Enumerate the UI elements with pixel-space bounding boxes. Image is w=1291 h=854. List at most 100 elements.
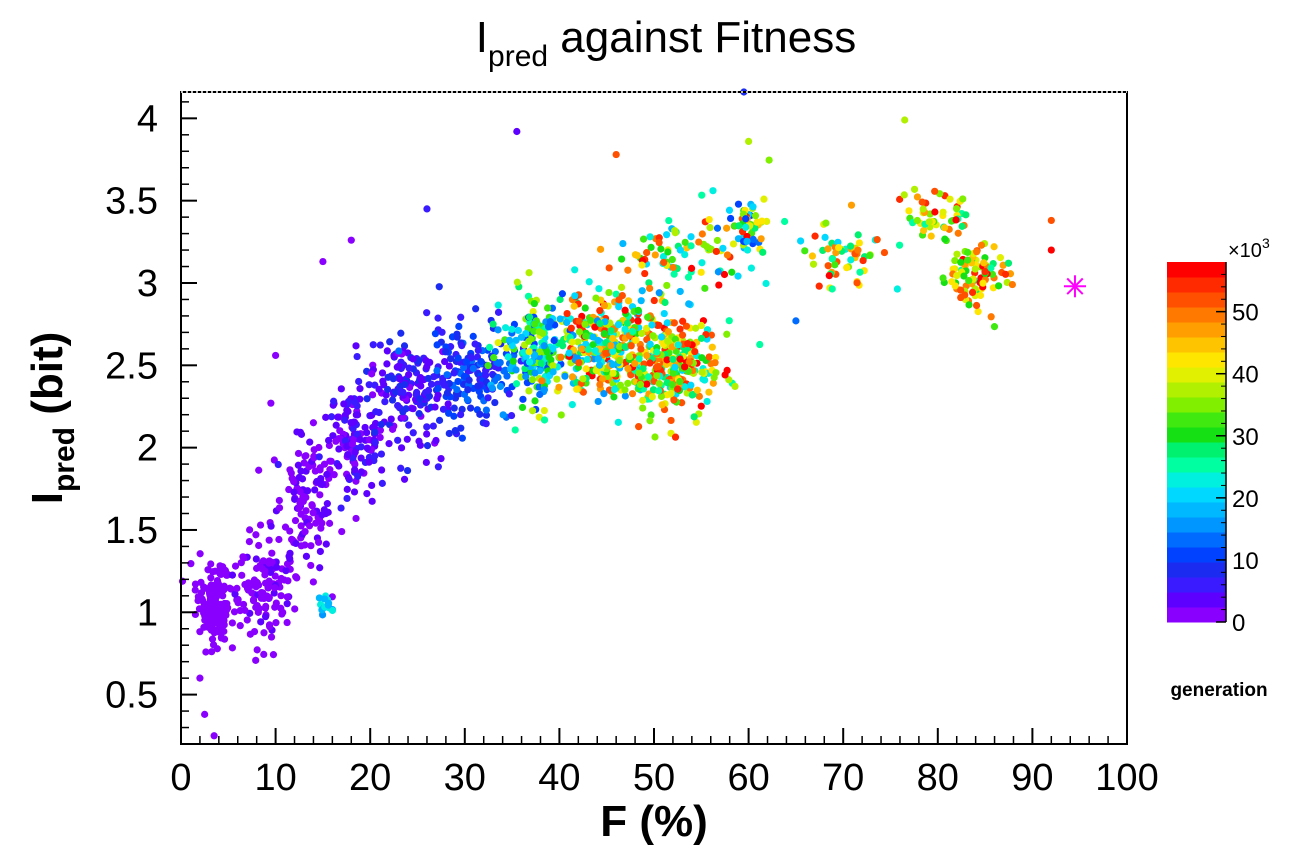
data-point	[455, 322, 463, 330]
colorbar-tick-label: 20	[1232, 486, 1259, 513]
data-point	[503, 344, 511, 352]
data-point	[257, 618, 265, 626]
data-point	[264, 584, 272, 592]
data-point	[513, 127, 521, 136]
data-point	[417, 382, 425, 390]
data-point	[326, 519, 334, 527]
data-point	[808, 252, 817, 260]
data-point	[340, 400, 348, 408]
data-point	[403, 466, 412, 475]
data-point	[386, 338, 394, 346]
data-point	[828, 285, 836, 293]
colorbar-band	[1167, 532, 1226, 548]
data-point	[745, 137, 753, 145]
data-point	[684, 339, 692, 348]
data-point	[731, 382, 739, 391]
data-point	[226, 584, 234, 592]
data-point	[854, 246, 862, 254]
data-point	[873, 236, 881, 244]
data-point	[643, 249, 651, 257]
data-point	[458, 434, 466, 442]
data-point	[400, 475, 409, 483]
data-point	[636, 380, 645, 389]
data-point	[467, 404, 475, 412]
data-point	[531, 397, 539, 405]
data-point	[594, 336, 602, 345]
data-point	[297, 522, 305, 530]
data-point	[292, 539, 300, 548]
data-point	[957, 286, 965, 294]
y-tick-label: 2	[137, 428, 158, 470]
asterisk-stroke	[1066, 277, 1084, 295]
data-point	[965, 301, 973, 309]
data-point	[919, 205, 927, 213]
data-point	[348, 440, 357, 448]
data-point	[701, 284, 709, 292]
data-point	[213, 645, 221, 653]
data-point	[196, 550, 204, 558]
data-point	[635, 355, 643, 363]
data-point	[589, 341, 597, 349]
data-point	[953, 272, 961, 280]
data-point	[605, 264, 613, 272]
data-point	[306, 438, 314, 446]
data-point	[692, 324, 700, 332]
data-point	[635, 422, 643, 431]
data-point	[327, 413, 336, 421]
data-point	[454, 354, 462, 362]
data-point	[451, 427, 459, 435]
y-axis-label: Ipred (bit)	[23, 332, 81, 505]
data-point	[709, 187, 717, 195]
data-point	[669, 263, 677, 272]
data-point	[668, 343, 676, 351]
data-point	[1001, 270, 1010, 278]
data-point	[660, 309, 668, 318]
data-point	[217, 633, 225, 642]
data-point	[245, 538, 253, 546]
data-point	[505, 336, 514, 344]
data-point	[351, 448, 359, 456]
data-point	[424, 374, 432, 383]
data-point	[330, 471, 338, 479]
data-point	[467, 354, 475, 362]
data-point	[355, 377, 363, 386]
data-point	[596, 319, 604, 328]
data-point	[537, 359, 545, 367]
data-point	[494, 373, 502, 382]
data-point	[561, 372, 569, 380]
data-point	[612, 290, 620, 298]
data-point	[474, 382, 482, 390]
data-point	[325, 436, 333, 445]
data-point	[693, 386, 701, 394]
data-point	[592, 294, 600, 302]
data-point	[484, 361, 492, 370]
data-point	[286, 549, 294, 557]
data-point	[196, 674, 204, 682]
data-point	[1047, 246, 1055, 254]
data-point	[287, 469, 295, 477]
data-point	[792, 317, 800, 325]
x-tick-label: 30	[444, 757, 486, 799]
data-point	[568, 338, 576, 346]
data-point	[647, 243, 655, 251]
data-point	[571, 266, 579, 274]
data-point	[645, 279, 653, 287]
data-point	[714, 268, 722, 276]
data-point	[275, 504, 284, 512]
data-point	[538, 377, 546, 385]
data-point	[260, 650, 268, 659]
data-point	[633, 251, 641, 260]
data-point	[712, 369, 720, 377]
data-point	[337, 385, 345, 393]
optimum-asterisk-marker	[1063, 275, 1086, 298]
colorbar-band	[1167, 502, 1226, 518]
data-point	[387, 415, 395, 423]
data-point	[637, 297, 645, 305]
data-point	[961, 291, 969, 299]
data-point	[308, 502, 316, 510]
data-point	[920, 226, 928, 235]
data-point	[246, 630, 254, 638]
data-point	[210, 732, 218, 740]
data-point	[351, 399, 359, 407]
data-point	[434, 384, 442, 393]
